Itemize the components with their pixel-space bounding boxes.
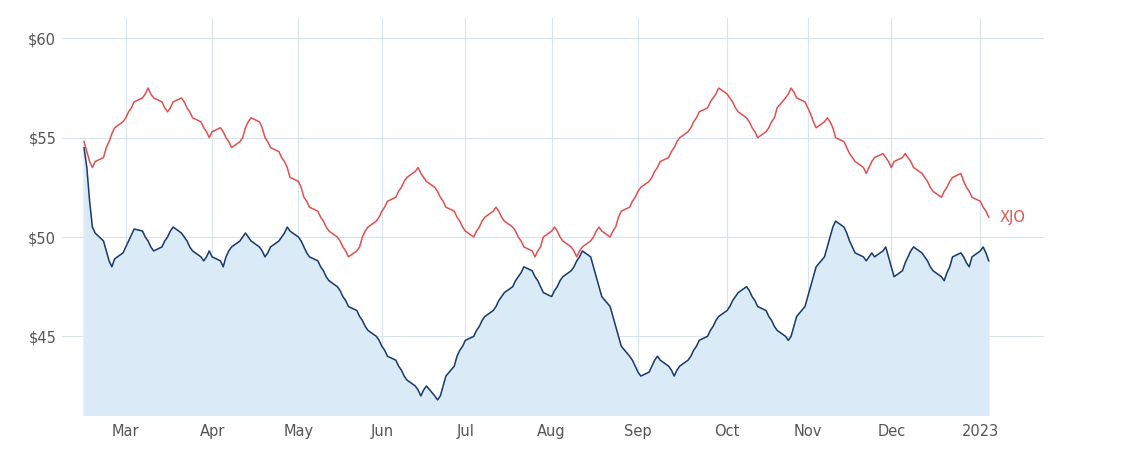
Text: XJO: XJO (999, 210, 1025, 225)
